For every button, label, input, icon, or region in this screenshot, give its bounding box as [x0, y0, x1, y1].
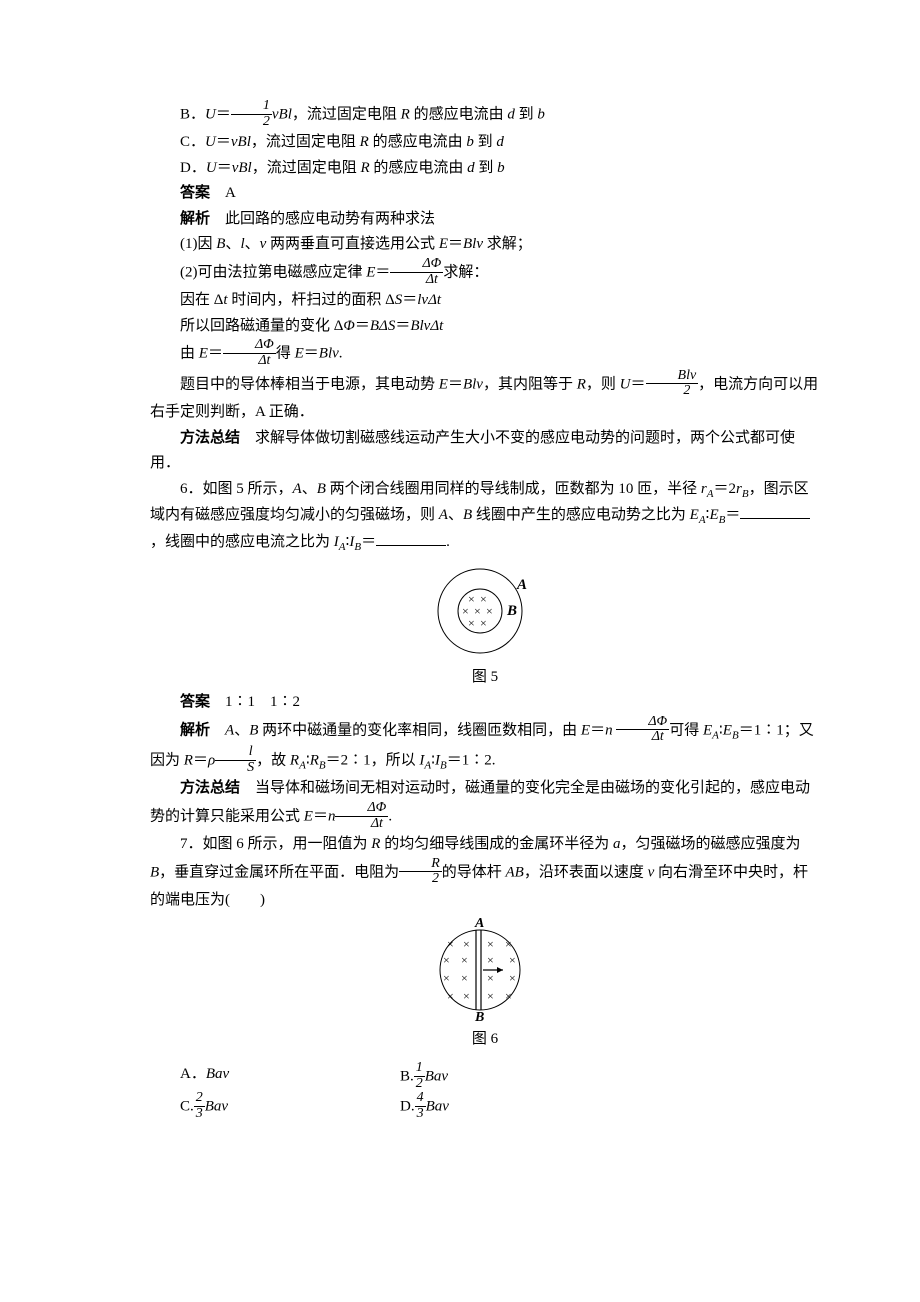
svg-text:×: × — [447, 937, 454, 951]
svg-text:×: × — [463, 989, 470, 1003]
q5-explain-4: 所以回路磁通量的变化 ΔΦ＝BΔS＝BlvΔt — [150, 314, 820, 340]
q5-option-d: D．U＝vBl，流过固定电阻 R 的感应电流由 d 到 b — [150, 156, 820, 182]
q5-explain-head: 解析 此回路的感应电动势有两种求法 — [150, 207, 820, 233]
svg-text:×: × — [447, 989, 454, 1003]
figure-5-svg: ×× ××× ×× A B — [425, 561, 545, 661]
q7-choices: A．Bav B.12Bav C.23Bav D.43Bav — [180, 1062, 820, 1123]
figure-6-caption: 图 6 — [150, 1027, 820, 1053]
svg-text:×: × — [509, 971, 516, 985]
svg-text:×: × — [463, 937, 470, 951]
q5-explain-5: 由 E＝ΔΦΔt得 E＝Blv. — [150, 339, 820, 369]
figure-6-svg: × × × × × × × × × × × × × × × × A B — [425, 918, 545, 1023]
svg-text:×: × — [487, 937, 494, 951]
svg-text:×: × — [468, 616, 475, 630]
q7-option-b: B.12Bav — [400, 1062, 600, 1092]
q6-explain: 解析 A、B 两环中磁通量的变化率相同，线圈匝数相同，由 E＝n ΔΦΔt可得 … — [150, 716, 820, 777]
svg-text:×: × — [486, 604, 493, 618]
fig5-label-b: B — [506, 603, 517, 619]
svg-text:×: × — [509, 953, 516, 967]
q5-explain-6: 题目中的导体棒相当于电源，其电动势 E＝Blv，其内阻等于 R，则 U＝Blv2… — [150, 370, 820, 426]
svg-text:×: × — [487, 971, 494, 985]
svg-text:×: × — [461, 953, 468, 967]
blank-input — [740, 505, 810, 520]
q7-option-c: C.23Bav — [180, 1092, 380, 1122]
svg-text:×: × — [443, 971, 450, 985]
svg-text:×: × — [505, 937, 512, 951]
svg-text:×: × — [487, 989, 494, 1003]
q5-explain-1: (1)因 B、l、v 两两垂直可直接选用公式 E＝Blv 求解； — [150, 232, 820, 258]
q5-option-c: C．U＝vBl，流过固定电阻 R 的感应电流由 b 到 d — [150, 130, 820, 156]
q5-explain-3: 因在 Δt 时间内，杆扫过的面积 ΔS＝lvΔt — [150, 288, 820, 314]
svg-text:×: × — [505, 989, 512, 1003]
svg-text:×: × — [443, 953, 450, 967]
q7-option-a: A．Bav — [180, 1062, 380, 1092]
q7-option-d: D.43Bav — [400, 1092, 600, 1122]
q5-method: 方法总结 求解导体做切割磁感线运动产生大小不变的感应电动势的问题时，两个公式都可… — [150, 426, 820, 477]
q7-stem: 7．如图 6 所示，用一阻值为 R 的均匀细导线围成的金属环半径为 a，匀强磁场… — [150, 832, 820, 913]
fig5-label-a: A — [516, 577, 527, 593]
q6-method: 方法总结 当导体和磁场间无相对运动时，磁通量的变化完全是由磁场的变化引起的，感应… — [150, 776, 820, 832]
figure-5: ×× ××× ×× A B — [150, 561, 820, 661]
svg-text:×: × — [487, 953, 494, 967]
figure-5-caption: 图 5 — [150, 665, 820, 691]
blank-input — [376, 531, 446, 546]
svg-text:×: × — [461, 971, 468, 985]
q6-stem: 6．如图 5 所示，A、B 两个闭合线圈用同样的导线制成，匝数都为 10 匝，半… — [150, 477, 820, 557]
fig6-label-a: A — [474, 918, 484, 931]
q5-option-b: B．U＝12vBl，流过固定电阻 R 的感应电流由 d 到 b — [150, 100, 820, 130]
svg-text:×: × — [480, 616, 487, 630]
figure-6: × × × × × × × × × × × × × × × × A B — [150, 918, 820, 1023]
q5-explain-2: (2)可由法拉第电磁感应定律 E＝ΔΦΔt求解： — [150, 258, 820, 288]
q5-answer: 答案 A — [150, 181, 820, 207]
fig6-label-b: B — [474, 1010, 484, 1023]
q6-answer: 答案 1∶1 1∶2 — [150, 690, 820, 716]
